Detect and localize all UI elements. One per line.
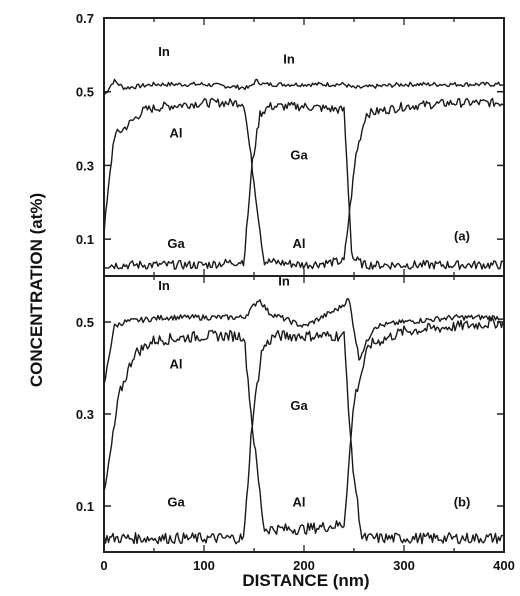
y-tick-label: 0.3 — [76, 407, 94, 422]
y-tick-label: 0.7 — [76, 11, 94, 26]
series-line-in — [103, 298, 504, 385]
annotation-label: Al — [170, 356, 183, 371]
y-tick-label: 0.1 — [76, 499, 94, 514]
annotation-label: Ga — [167, 494, 185, 509]
annotation-label: Ga — [290, 398, 308, 413]
y-tick-label: 0.3 — [76, 158, 94, 173]
annotation-label: Ga — [167, 236, 185, 251]
annotation-label: Ga — [290, 147, 308, 162]
series-layer — [103, 78, 504, 545]
ticks-layer: 0.1 0.3 0.5 0.7 0.1 0.3 0.5 0 100 200 300 400 — [76, 11, 515, 573]
series-line-al — [103, 97, 504, 270]
x-tick-label: 400 — [493, 558, 515, 573]
annotations-layer: In In Al Ga Ga Al (a) In In Al Ga Ga Al (b) — [158, 44, 470, 509]
annotation-label: In — [158, 278, 170, 293]
x-axis-title: DISTANCE (nm) — [242, 571, 369, 590]
annotation-label: Al — [293, 494, 306, 509]
y-tick-label: 0.5 — [76, 315, 94, 330]
y-tick-label: 0.1 — [76, 232, 94, 247]
series-line-in — [103, 78, 504, 96]
y-tick-label: 0.5 — [76, 85, 94, 100]
x-tick-label: 300 — [393, 558, 415, 573]
annotation-label: Al — [293, 236, 306, 251]
x-tick-label: 200 — [293, 558, 315, 573]
annotation-label: (b) — [454, 494, 471, 509]
annotation-label: Al — [170, 125, 183, 140]
annotation-label: (a) — [454, 228, 470, 243]
x-tick-label: 100 — [193, 558, 215, 573]
series-line-al — [103, 317, 504, 536]
series-line-ga — [103, 329, 504, 545]
x-tick-label: 0 — [100, 558, 107, 573]
annotation-label: In — [283, 52, 295, 67]
y-axis-title: CONCENTRATION (at%) — [27, 193, 46, 387]
annotation-label: In — [158, 44, 170, 59]
annotation-label: In — [278, 274, 290, 289]
series-line-ga — [103, 101, 504, 270]
